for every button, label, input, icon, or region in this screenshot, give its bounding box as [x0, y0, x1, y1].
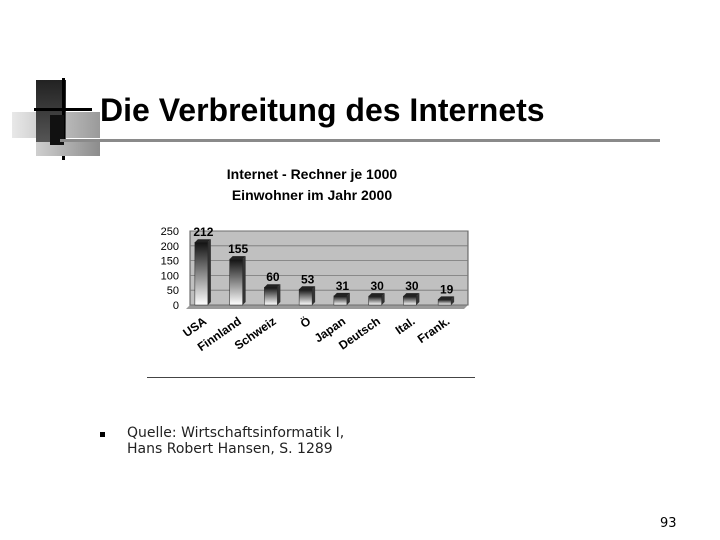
y-axis: 0 50 100 150 200 250 [161, 226, 179, 312]
bar-group: 212 [193, 225, 214, 306]
bar-top [438, 296, 455, 300]
bar-side [346, 292, 350, 305]
bar-chart: Internet - Rechner je 1000 Einwohner im … [161, 166, 469, 354]
bar-group: 60 [264, 270, 281, 306]
bar-value-label: 30 [405, 279, 419, 293]
bar-group: 19 [437, 282, 455, 306]
plot-floor [186, 305, 468, 309]
bullet-icon [100, 432, 105, 437]
bar [437, 299, 452, 306]
y-tick-label: 250 [161, 226, 179, 238]
bar-side [416, 293, 420, 305]
y-tick-label: 0 [173, 300, 179, 312]
bar-group: 155 [228, 242, 248, 306]
bar [229, 258, 243, 306]
y-tick-label: 200 [161, 241, 179, 253]
y-tick-label: 150 [161, 256, 179, 268]
bar-value-label: 19 [440, 282, 454, 296]
source-citation: Quelle: Wirtschaftsinformatik I, Hans Ro… [127, 425, 344, 457]
x-tick-label: Ital. [393, 314, 418, 337]
bar-top [333, 292, 350, 296]
bar-value-label: 60 [266, 270, 280, 284]
x-tick-label: Frank. [415, 314, 453, 346]
bar-side [242, 256, 246, 305]
bar-value-label: 31 [336, 279, 350, 293]
bar-side [207, 239, 211, 305]
chart-title-line-1: Internet - Rechner je 1000 [227, 166, 398, 182]
bar-top [194, 239, 211, 243]
source-line-1: Quelle: Wirtschaftsinformatik I, [127, 425, 345, 441]
bar [194, 241, 209, 306]
bar-group: 31 [333, 279, 350, 306]
title-underline [60, 139, 660, 142]
chart-title-line-2: Einwohner im Jahr 2000 [232, 187, 392, 203]
bar-group: 53 [298, 272, 316, 306]
bar-side [381, 293, 385, 305]
x-tick-label: Ö [297, 313, 313, 331]
bars: 212 155 60 53 31 30 30 19 [193, 225, 455, 306]
bar-top [403, 293, 420, 297]
bar-group: 30 [403, 279, 420, 306]
bar [333, 295, 348, 306]
bar-value-label: 155 [228, 242, 248, 256]
corner-decoration [0, 0, 110, 165]
bar [368, 295, 382, 306]
bar-side [277, 284, 281, 305]
bar [403, 295, 417, 306]
page-number: 93 [660, 516, 677, 531]
source-line-2: Hans Robert Hansen, S. 1289 [127, 441, 333, 457]
bar [298, 289, 313, 306]
bar [264, 286, 278, 306]
bar-group: 30 [368, 279, 385, 306]
bar-value-label: 30 [370, 279, 384, 293]
chart-separator-line [147, 377, 475, 378]
y-tick-label: 50 [167, 285, 179, 297]
bar-top [299, 286, 316, 290]
bar-side [451, 296, 455, 305]
bar-value-label: 212 [193, 225, 213, 239]
bar-value-label: 53 [301, 272, 315, 286]
bar-top [264, 284, 281, 288]
y-tick-label: 100 [161, 270, 179, 282]
bar-side [312, 286, 316, 305]
bar-top [368, 293, 385, 297]
slide-title: Die Verbreitung des Internets [100, 92, 545, 128]
bar-top [229, 256, 246, 260]
